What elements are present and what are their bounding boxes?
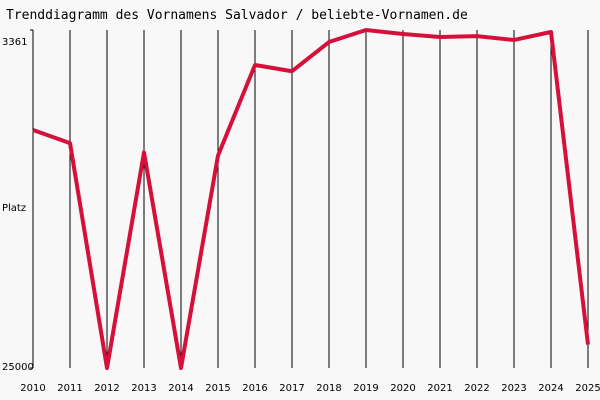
x-tick-label: 2014: [168, 383, 193, 394]
y-tick-label: 3361: [2, 37, 27, 48]
x-tick-label: 2020: [390, 383, 415, 394]
x-tick-label: 2011: [57, 383, 82, 394]
x-tick-label: 2022: [464, 383, 489, 394]
x-tick-label: 2018: [316, 383, 341, 394]
chart-title: Trenddiagramm des Vornamens Salvador / b…: [6, 8, 468, 23]
x-tick-label: 2025: [575, 383, 600, 394]
x-tick-label: 2015: [205, 383, 230, 394]
data-line: [32, 28, 590, 370]
x-tick-label: 2017: [279, 383, 304, 394]
y-tick-label: 25000: [2, 362, 34, 373]
x-tick-label: 2021: [427, 383, 452, 394]
x-tick-label: 2010: [20, 383, 45, 394]
x-tick-label: 2023: [501, 383, 526, 394]
x-tick-label: 2012: [94, 383, 119, 394]
y-axis-label: Platz: [2, 203, 26, 214]
x-tick-label: 2024: [538, 383, 563, 394]
x-tick-label: 2016: [242, 383, 267, 394]
x-tick-label: 2013: [131, 383, 156, 394]
x-tick-label: 2019: [353, 383, 378, 394]
